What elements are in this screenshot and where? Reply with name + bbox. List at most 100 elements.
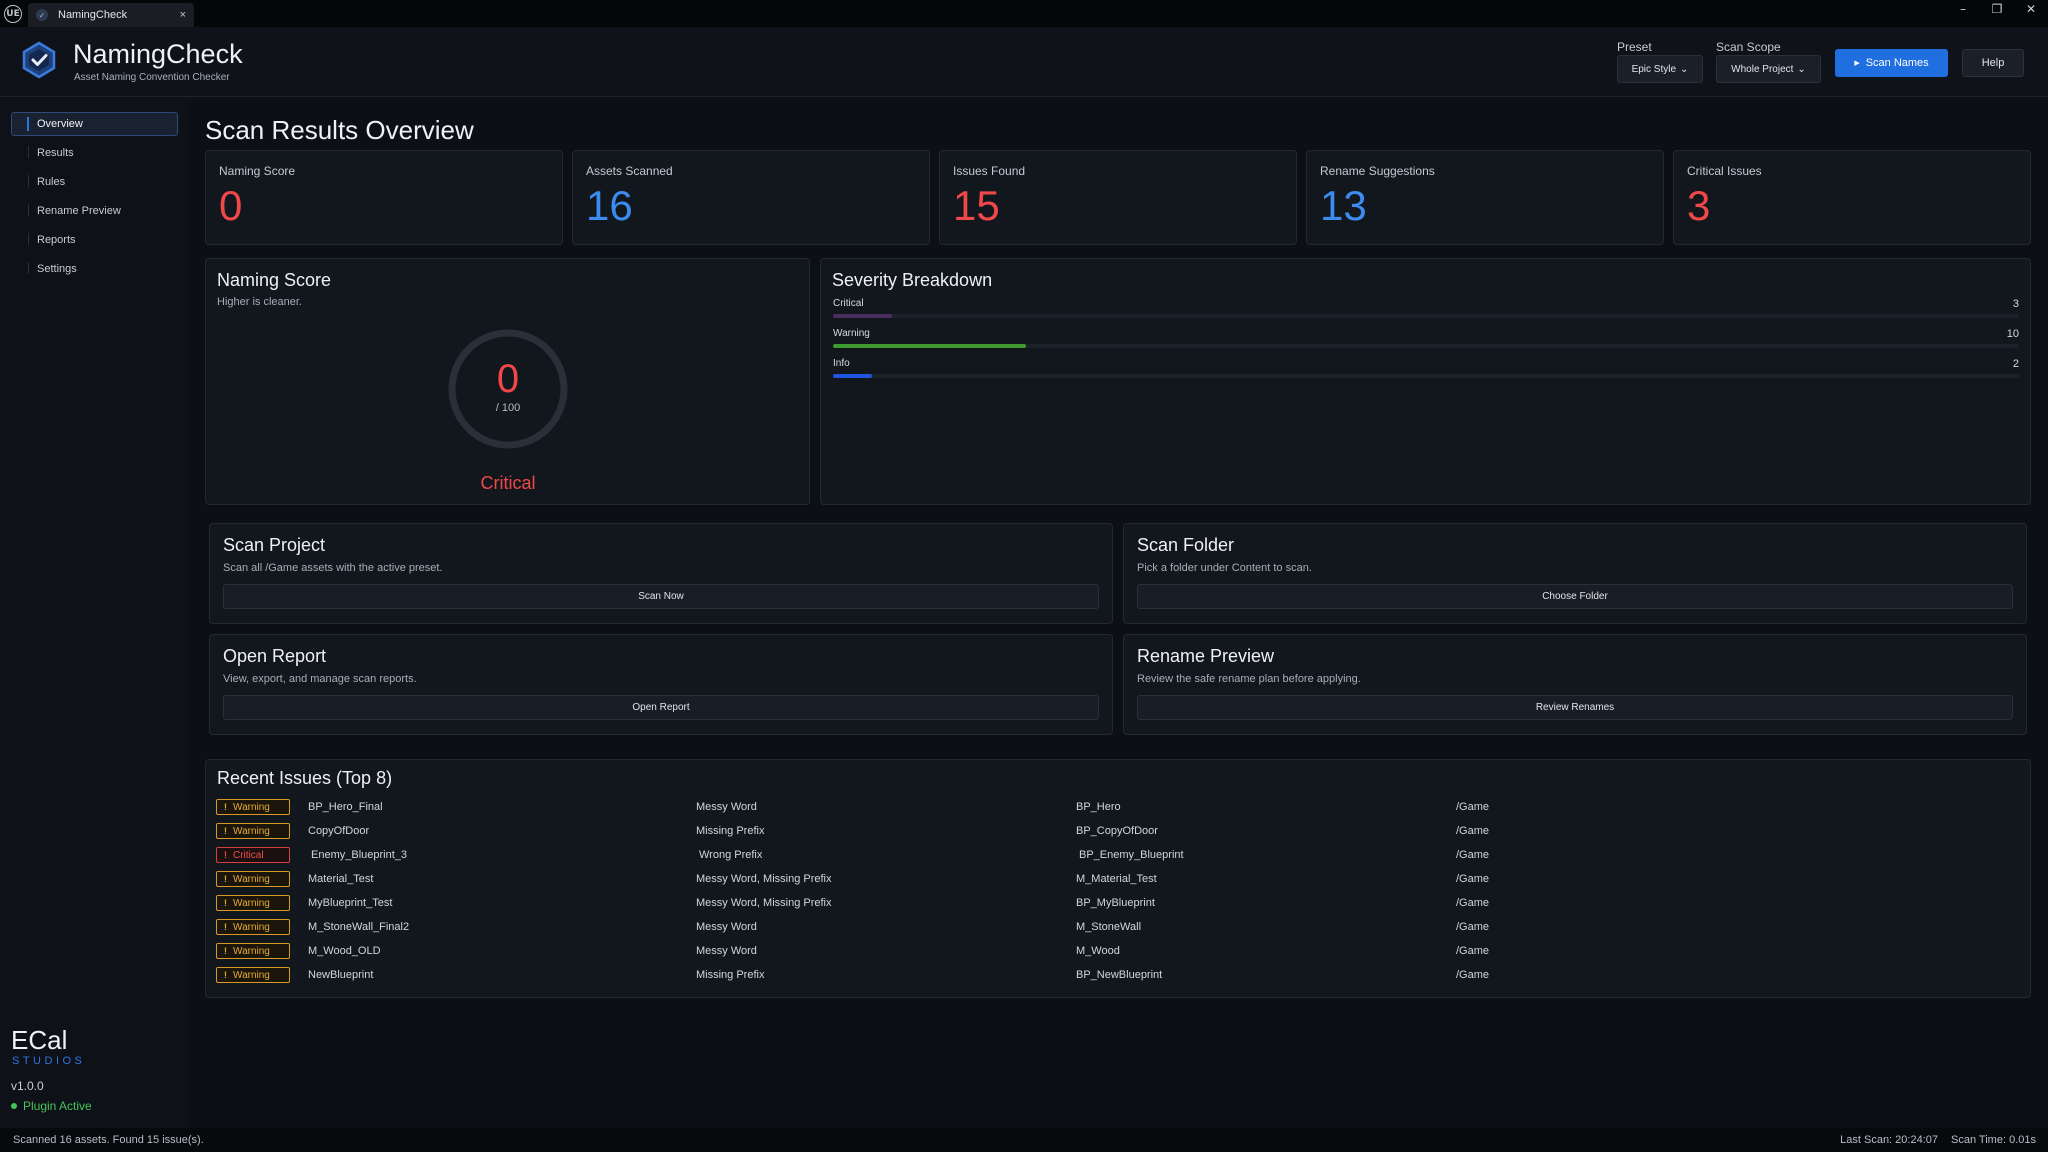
preset-dropdown[interactable]: Epic Style ⌄ <box>1617 55 1703 83</box>
asset-name: Enemy_Blueprint_3 <box>311 849 408 861</box>
alert-icon: ! <box>224 850 227 860</box>
suggested-name: BP_Enemy_Blueprint <box>1079 849 1184 861</box>
stat-card-critical-issues: Critical Issues 3 <box>1673 150 2031 245</box>
sidebar-item-label: Settings <box>37 263 77 275</box>
issue-row[interactable]: ! Warning BP_Hero_Final Messy Word BP_Hero/G… <box>216 799 2016 817</box>
help-button[interactable]: Help <box>1962 49 2024 77</box>
stat-label: Critical Issues <box>1687 164 1762 178</box>
status-dot-icon <box>11 1103 17 1109</box>
asset-path: /Game <box>1456 825 1490 837</box>
action-title: Scan Project <box>223 535 326 555</box>
suggested-name: BP_NewBlueprint <box>1076 969 1163 981</box>
asset-path: /Game <box>1456 897 1490 909</box>
severity-badge: ! Warning <box>216 967 290 983</box>
action-title: Rename Preview <box>1137 646 1275 666</box>
sidebar-item-label: Rename Preview <box>37 205 121 217</box>
stat-value: 3 <box>1687 182 1711 229</box>
scan-scope-dropdown[interactable]: Whole Project ⌄ <box>1716 55 1821 83</box>
suggested-name: BP_CopyOfDoor <box>1076 825 1158 837</box>
alert-icon: ! <box>224 970 227 980</box>
suggested-name: M_Wood <box>1076 945 1120 957</box>
stat-card-assets-scanned: Assets Scanned 16 <box>572 150 930 245</box>
severity-name: Info <box>833 358 850 369</box>
recent-issues-panel: Recent Issues (Top 8) ! Warning BP_Hero_Fi… <box>205 759 2031 998</box>
sidebar: Overview Results Rules Rename Preview Re… <box>0 98 190 1128</box>
severity-track <box>833 344 2019 348</box>
close-window-icon[interactable]: ✕ <box>2025 2 2037 16</box>
alert-icon: ! <box>224 802 227 812</box>
last-scan: Last Scan: 20:24:07 <box>1840 1134 1938 1146</box>
nav-divider <box>28 262 29 274</box>
severity-label: Warning <box>233 945 270 957</box>
stat-label: Issues Found <box>953 164 1026 178</box>
window-controls: – ❐ ✕ <box>1946 0 2048 18</box>
scan-time: Scan Time: 0.01s <box>1951 1134 2036 1146</box>
issue-row[interactable]: ! Warning MyBlueprint_Test Messy Word, Miss… <box>216 895 2016 913</box>
nav-divider <box>28 233 29 245</box>
issue-row[interactable]: ! Critical Enemy_Blueprint_3 Wrong Prefix BP… <box>216 847 2016 865</box>
restore-icon[interactable]: ❐ <box>1991 2 2003 16</box>
asset-path: /Game <box>1456 849 1490 861</box>
status-bar: Scanned 16 assets. Found 15 issue(s). La… <box>0 1128 2048 1152</box>
open-report-button[interactable]: Open Report <box>223 695 1099 720</box>
issue-row[interactable]: ! Warning Material_Test Messy Word, Missing… <box>216 871 2016 889</box>
sidebar-item-reports[interactable]: Reports <box>11 228 178 252</box>
sidebar-item-rules[interactable]: Rules <box>11 170 178 194</box>
rule-name: Messy Word, Missing Prefix <box>696 897 832 909</box>
gauge-status: Critical <box>480 473 536 493</box>
action-title: Scan Folder <box>1137 535 1235 555</box>
tab-namingcheck[interactable]: ✓ NamingCheck × <box>28 3 194 27</box>
severity-count: 3 <box>2012 298 2019 310</box>
alert-icon: ! <box>224 922 227 932</box>
score-gauge <box>448 329 568 449</box>
stat-value: 15 <box>953 182 1000 229</box>
issue-row[interactable]: ! Warning CopyOfDoor Missing Prefix BP_CopyO… <box>216 823 2016 841</box>
version-label: v1.0.0 <box>11 1079 44 1093</box>
rename-preview-card: Rename Preview Review the safe rename pl… <box>1123 634 2027 735</box>
issue-row[interactable]: ! Warning NewBlueprint Missing Prefix BP_New… <box>216 967 2016 985</box>
severity-label: Warning <box>233 801 270 813</box>
scan-names-button[interactable]: ▶ Scan Names <box>1835 49 1948 77</box>
namingcheck-shield-icon <box>22 41 56 79</box>
active-indicator <box>27 117 29 131</box>
suggested-name: M_StoneWall <box>1076 921 1142 933</box>
plugin-status: Plugin Active <box>11 1099 92 1113</box>
namingcheck-tab-icon: ✓ <box>36 9 48 21</box>
status-right: Last Scan: 20:24:07 Scan Time: 0.01s <box>1840 1134 2036 1146</box>
sidebar-item-overview[interactable]: Overview <box>11 112 178 136</box>
preset-label: Preset <box>1617 40 1652 54</box>
severity-label: Warning <box>233 873 270 885</box>
review-renames-button[interactable]: Review Renames <box>1137 695 2013 720</box>
issue-row[interactable]: ! Warning M_Wood_OLD Messy Word M_Wood/Game <box>216 943 2016 961</box>
alert-icon: ! <box>224 826 227 836</box>
app-header: NamingCheck Asset Naming Convention Chec… <box>0 27 2048 97</box>
sidebar-item-settings[interactable]: Settings <box>11 257 178 281</box>
stat-value: 13 <box>1320 182 1367 229</box>
sidebar-item-results[interactable]: Results <box>11 141 178 165</box>
action-subtitle: Review the safe rename plan before apply… <box>1137 673 1361 685</box>
nav-divider <box>28 146 29 158</box>
minimize-icon[interactable]: – <box>1960 2 1966 16</box>
stat-value: 0 <box>219 182 243 229</box>
panel-subtitle: Higher is cleaner. <box>217 296 302 308</box>
issue-row[interactable]: ! Warning M_StoneWall_Final2 Messy Word M_St… <box>216 919 2016 937</box>
severity-label: Critical <box>233 849 264 861</box>
unreal-logo-icon: UE <box>4 4 22 23</box>
action-subtitle: View, export, and manage scan reports. <box>223 673 417 685</box>
severity-badge: ! Warning <box>216 919 290 935</box>
asset-path: /Game <box>1456 873 1490 885</box>
rule-name: Messy Word <box>696 801 757 813</box>
plugin-status-label: Plugin Active <box>23 1099 92 1113</box>
severity-badge: ! Warning <box>216 823 290 839</box>
asset-name: Material_Test <box>308 873 374 885</box>
scan-now-button[interactable]: Scan Now <box>223 584 1099 609</box>
choose-folder-button[interactable]: Choose Folder <box>1137 584 2013 609</box>
naming-score-panel: Naming Score Higher is cleaner. 0 / 100 … <box>205 258 810 505</box>
severity-count: 10 <box>2006 328 2019 340</box>
sidebar-item-rename-preview[interactable]: Rename Preview <box>11 199 178 223</box>
severity-badge: ! Warning <box>216 895 290 911</box>
stat-card-rename-suggestions: Rename Suggestions 13 <box>1306 150 1664 245</box>
severity-name: Warning <box>833 328 870 339</box>
rule-name: Messy Word <box>696 921 757 933</box>
tab-close-icon[interactable]: × <box>179 9 186 21</box>
